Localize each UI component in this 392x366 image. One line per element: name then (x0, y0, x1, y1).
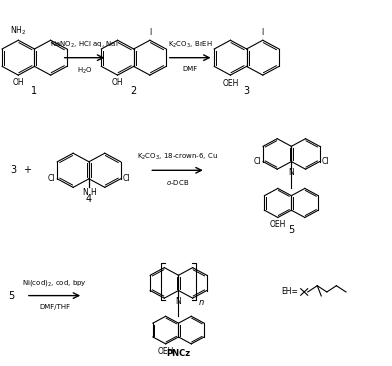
Text: OH: OH (112, 78, 123, 87)
Text: $n$: $n$ (198, 298, 205, 307)
Text: OEH: OEH (270, 220, 286, 229)
Text: 3: 3 (10, 165, 16, 175)
Text: 1: 1 (31, 86, 38, 96)
Text: 4: 4 (86, 194, 92, 205)
Text: K$_2$CO$_3$, BrEH: K$_2$CO$_3$, BrEH (168, 40, 212, 50)
Text: K$_2$CO$_3$, 18-crown-6, Cu: K$_2$CO$_3$, 18-crown-6, Cu (137, 152, 218, 162)
Text: N: N (82, 188, 88, 197)
Text: 2: 2 (131, 86, 137, 96)
Text: DMF/THF: DMF/THF (39, 303, 70, 310)
Text: Cl: Cl (47, 174, 55, 183)
Text: 5: 5 (288, 225, 294, 235)
Text: +: + (23, 165, 31, 175)
Text: $o$-DCB: $o$-DCB (166, 178, 189, 187)
Text: 5: 5 (8, 291, 15, 300)
Text: Cl: Cl (321, 157, 329, 166)
Text: I: I (149, 28, 151, 37)
Text: N: N (176, 297, 181, 306)
Text: Cl: Cl (254, 157, 261, 166)
Text: H: H (90, 188, 96, 197)
Text: Ni(cod)$_2$, cod, bpy: Ni(cod)$_2$, cod, bpy (22, 277, 87, 288)
Text: I: I (261, 28, 264, 37)
Text: PNCz: PNCz (167, 349, 191, 358)
Text: OH: OH (13, 78, 24, 87)
Text: N: N (289, 168, 294, 177)
Text: NH$_2$: NH$_2$ (10, 25, 26, 37)
Text: 3: 3 (243, 86, 250, 96)
Text: OEH: OEH (158, 347, 174, 356)
Text: OEH: OEH (222, 79, 239, 88)
Text: H$_2$O: H$_2$O (77, 66, 93, 76)
Text: EH=: EH= (281, 287, 298, 296)
Text: Cl: Cl (123, 174, 131, 183)
Text: NaNO$_2$, HCl aq, NaI: NaNO$_2$, HCl aq, NaI (50, 40, 119, 50)
Text: DMF: DMF (183, 66, 198, 72)
